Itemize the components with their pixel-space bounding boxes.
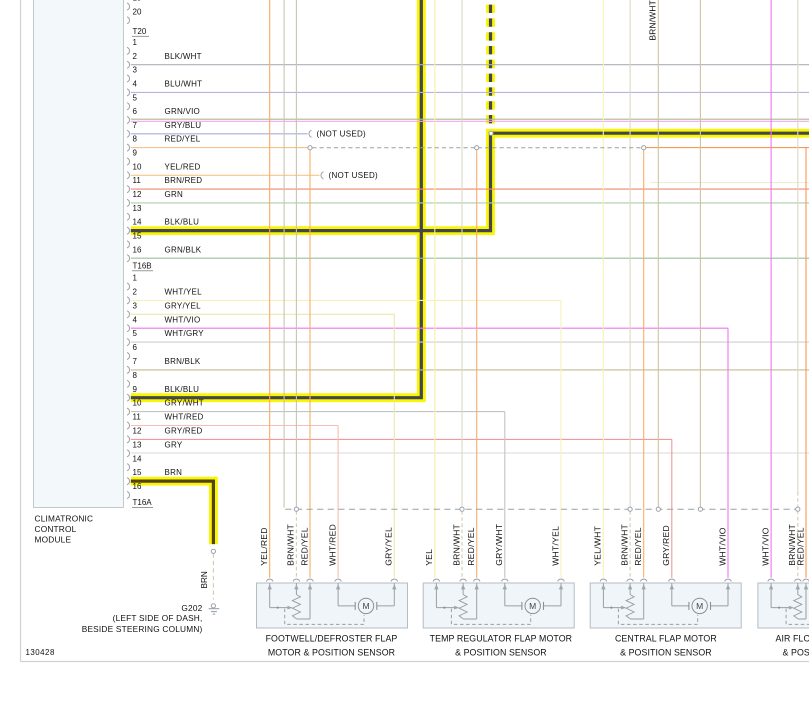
svg-text:WHT/RED: WHT/RED — [165, 413, 204, 422]
svg-text:5: 5 — [133, 329, 138, 338]
svg-text:RED/YEL: RED/YEL — [466, 527, 476, 566]
svg-text:TEMP REGULATOR FLAP MOTOR: TEMP REGULATOR FLAP MOTOR — [430, 633, 572, 643]
svg-text:GRY: GRY — [165, 440, 183, 449]
svg-text:RED/YEL: RED/YEL — [795, 527, 805, 566]
svg-text:BRN/WHT: BRN/WHT — [787, 523, 797, 565]
svg-text:3: 3 — [133, 301, 138, 310]
svg-text:BRN/BLK: BRN/BLK — [165, 357, 201, 366]
svg-text:19: 19 — [133, 0, 142, 3]
svg-text:BLK/WHT: BLK/WHT — [165, 52, 202, 61]
svg-text:(LEFT SIDE OF DASH,: (LEFT SIDE OF DASH, — [113, 613, 203, 623]
svg-text:GRY/YEL: GRY/YEL — [384, 527, 394, 566]
svg-text:GRY/RED: GRY/RED — [165, 427, 203, 436]
svg-text:CONTROL: CONTROL — [35, 524, 77, 534]
svg-text:G202: G202 — [181, 603, 202, 613]
svg-text:12: 12 — [133, 190, 142, 199]
svg-text:11: 11 — [133, 413, 142, 422]
svg-text:RED/YEL: RED/YEL — [165, 135, 201, 144]
svg-text:CLIMATRONIC: CLIMATRONIC — [35, 514, 94, 524]
svg-text:RED/YEL: RED/YEL — [633, 527, 643, 566]
svg-text:WHT/VIO: WHT/VIO — [760, 527, 770, 566]
svg-text:(NOT USED): (NOT USED) — [317, 130, 367, 139]
svg-text:14: 14 — [133, 454, 142, 463]
svg-text:WHT/YEL: WHT/YEL — [165, 288, 203, 297]
svg-text:1: 1 — [133, 274, 138, 283]
svg-text:YEL/WHT: YEL/WHT — [593, 525, 603, 565]
svg-text:4: 4 — [133, 315, 138, 324]
svg-text:20: 20 — [133, 7, 142, 16]
svg-text:T16A: T16A — [133, 498, 153, 507]
svg-text:GRN/BLK: GRN/BLK — [165, 245, 202, 254]
svg-text:13: 13 — [133, 440, 142, 449]
svg-text:BLK/BLU: BLK/BLU — [165, 218, 200, 227]
svg-text:10: 10 — [133, 399, 142, 408]
svg-text:9: 9 — [133, 149, 138, 158]
svg-text:6: 6 — [133, 343, 138, 352]
svg-text:BLK/BLU: BLK/BLU — [165, 385, 200, 394]
svg-text:& POSITION SENSOR: & POSITION SENSOR — [783, 648, 809, 658]
svg-text:WHT/VIO: WHT/VIO — [165, 315, 201, 324]
svg-text:1: 1 — [133, 38, 138, 47]
svg-text:RED/YEL: RED/YEL — [299, 527, 309, 566]
svg-text:WHT/RED: WHT/RED — [327, 524, 337, 566]
svg-text:BRN: BRN — [200, 571, 209, 588]
svg-text:GRY/WHT: GRY/WHT — [165, 399, 204, 408]
svg-text:M: M — [362, 601, 369, 611]
svg-text:15: 15 — [133, 232, 142, 241]
svg-text:AIR FLOW FLAP MOTOR: AIR FLOW FLAP MOTOR — [776, 633, 809, 643]
svg-text:CENTRAL FLAP MOTOR: CENTRAL FLAP MOTOR — [615, 633, 717, 643]
svg-text:WHT/VIO: WHT/VIO — [717, 527, 727, 566]
svg-text:3: 3 — [133, 66, 138, 75]
svg-text:WHT/YEL: WHT/YEL — [550, 526, 560, 566]
svg-text:GRN: GRN — [165, 190, 184, 199]
svg-text:T16B: T16B — [133, 261, 152, 270]
svg-text:4: 4 — [133, 80, 138, 89]
svg-text:16: 16 — [133, 482, 142, 491]
svg-text:130428: 130428 — [26, 648, 55, 657]
svg-text:BESIDE STEERING COLUMN): BESIDE STEERING COLUMN) — [82, 624, 203, 634]
svg-text:WHT/GRY: WHT/GRY — [165, 329, 205, 338]
svg-text:MOTOR & POSITION SENSOR: MOTOR & POSITION SENSOR — [268, 648, 395, 658]
svg-text:BLU/WHT: BLU/WHT — [165, 80, 203, 89]
svg-text:12: 12 — [133, 427, 142, 436]
svg-text:MODULE: MODULE — [35, 535, 72, 545]
svg-text:M: M — [529, 601, 536, 611]
svg-text:2: 2 — [133, 288, 138, 297]
svg-text:GRY/BLU: GRY/BLU — [165, 121, 202, 130]
svg-text:15: 15 — [133, 468, 142, 477]
svg-text:BRN/WHT: BRN/WHT — [286, 523, 296, 565]
svg-text:10: 10 — [133, 162, 142, 171]
svg-text:T20: T20 — [133, 27, 147, 36]
svg-text:6: 6 — [133, 107, 138, 116]
svg-text:BRN/WHT: BRN/WHT — [648, 0, 658, 40]
svg-text:16: 16 — [133, 245, 142, 254]
svg-text:YEL/RED: YEL/RED — [165, 162, 201, 171]
svg-text:2: 2 — [133, 52, 138, 61]
svg-text:BRN: BRN — [165, 468, 183, 477]
svg-text:7: 7 — [133, 121, 138, 130]
svg-text:(NOT USED): (NOT USED) — [329, 171, 379, 180]
svg-text:5: 5 — [133, 93, 138, 102]
svg-text:7: 7 — [133, 357, 138, 366]
svg-text:BRN/WHT: BRN/WHT — [619, 523, 629, 565]
svg-text:& POSITION SENSOR: & POSITION SENSOR — [620, 648, 712, 658]
svg-text:8: 8 — [133, 371, 138, 380]
svg-text:GRY/YEL: GRY/YEL — [165, 301, 202, 310]
svg-text:M: M — [696, 601, 703, 611]
svg-text:14: 14 — [133, 218, 142, 227]
svg-text:FOOTWELL/DEFROSTER FLAP: FOOTWELL/DEFROSTER FLAP — [266, 633, 398, 643]
svg-text:BRN/RED: BRN/RED — [165, 176, 203, 185]
svg-text:YEL/RED: YEL/RED — [259, 527, 269, 566]
svg-text:13: 13 — [133, 204, 142, 213]
svg-text:YEL: YEL — [424, 549, 434, 566]
svg-text:9: 9 — [133, 385, 138, 394]
svg-text:8: 8 — [133, 135, 138, 144]
svg-text:BRN/WHT: BRN/WHT — [451, 523, 461, 565]
svg-text:& POSITION SENSOR: & POSITION SENSOR — [455, 648, 547, 658]
svg-text:GRY/RED: GRY/RED — [661, 525, 671, 566]
svg-text:GRY/WHT: GRY/WHT — [494, 523, 504, 566]
svg-text:11: 11 — [133, 176, 142, 185]
svg-text:GRN/VIO: GRN/VIO — [165, 107, 201, 116]
